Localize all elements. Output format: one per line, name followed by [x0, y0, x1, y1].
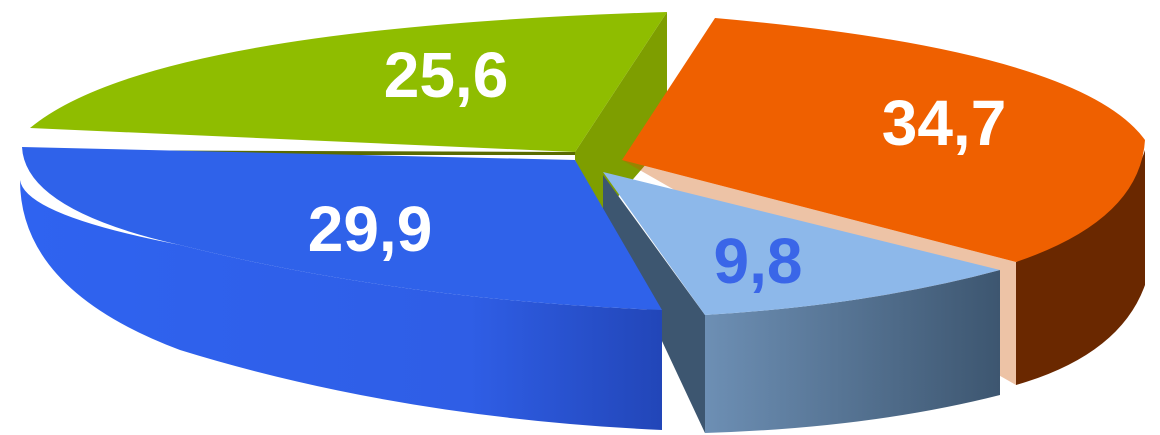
slice-4 — [20, 147, 662, 430]
data-label-3: 29,9 — [308, 193, 433, 265]
data-label-2: 9,8 — [714, 225, 803, 297]
data-label-1: 34,7 — [882, 87, 1007, 159]
slice-3 — [603, 172, 1000, 433]
data-label-4: 25,6 — [384, 39, 509, 111]
